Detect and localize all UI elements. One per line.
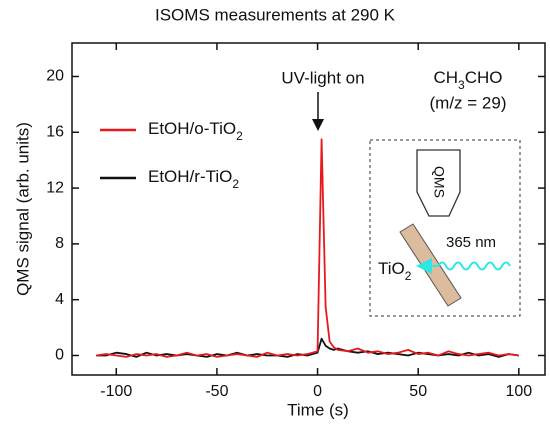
plot-frame	[71, 42, 546, 376]
y-axis-label: QMS signal (arb. units)	[13, 122, 32, 296]
line-series	[96, 138, 519, 358]
y-tick-label: 20	[46, 68, 64, 85]
annotation: UV-light on	[281, 68, 364, 87]
x-axis-label: Time (s)	[287, 400, 349, 419]
y-tick-label: 8	[55, 235, 64, 252]
x-tick-label: 100	[505, 383, 532, 400]
annotation: (m/z = 29)	[430, 93, 507, 112]
inset-label: 365 nm	[446, 234, 496, 251]
annotation: CH3CHO	[433, 68, 502, 92]
qms-shape	[416, 149, 461, 217]
x-tick-label: 0	[313, 383, 322, 400]
chart-title: ISOMS measurements at 290 K	[155, 5, 396, 24]
y-tick-label: 4	[55, 291, 64, 308]
inset-label: QMS	[431, 166, 447, 198]
legend-label: EtOH/o-TiO2	[148, 119, 243, 143]
inset-label: TiO2	[378, 259, 412, 283]
y-tick-label: 0	[55, 347, 64, 364]
light-wave	[416, 258, 511, 274]
line-series	[96, 337, 519, 358]
legend-label: EtOH/r-TiO2	[148, 167, 239, 191]
y-tick-label: 12	[46, 179, 64, 196]
x-tick-label: 50	[409, 383, 427, 400]
x-tick-label: -100	[100, 383, 132, 400]
y-tick-label: 16	[46, 123, 64, 140]
x-tick-label: -50	[205, 383, 228, 400]
